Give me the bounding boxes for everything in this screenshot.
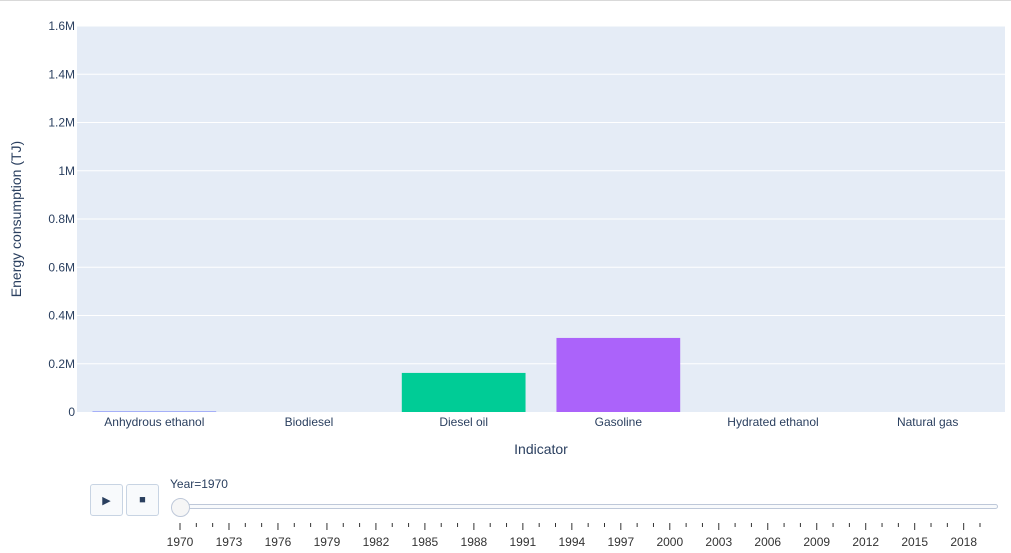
y-tick-label: 1.6M <box>48 19 75 33</box>
y-tick-label: 1M <box>58 164 75 178</box>
slider-ticks: 1970 1973 1976 1979 1982 1985 1988 1991 1994 1997… <box>167 523 981 549</box>
x-tick-label: Diesel oil <box>439 415 488 429</box>
x-tick-label: Gasoline <box>595 415 643 429</box>
stop-icon: ■ <box>139 494 146 506</box>
y-tick-label: 0.4M <box>48 309 75 323</box>
slider-tick-label[interactable]: 1970 <box>167 535 194 549</box>
play-button[interactable]: ▶ <box>90 484 123 516</box>
y-axis-ticks: 0 0.2M 0.4M 0.6M 0.8M 1M 1.2M 1.4M 1.6M <box>48 19 75 419</box>
x-axis-ticks: Anhydrous ethanol Biodiesel Diesel oil Gaso… <box>104 415 958 429</box>
slider-tick-label[interactable]: 1991 <box>510 535 537 549</box>
slider-tick-label[interactable]: 2000 <box>656 535 683 549</box>
bar[interactable] <box>401 372 526 412</box>
bars <box>92 337 681 412</box>
slider-tick-label[interactable]: 2006 <box>754 535 781 549</box>
year-slider-rail[interactable] <box>178 504 998 509</box>
y-tick-label: 0.2M <box>48 357 75 371</box>
play-icon: ▶ <box>102 494 111 507</box>
slider-tick-label[interactable]: 1994 <box>558 535 585 549</box>
slider-tick-label[interactable]: 1973 <box>216 535 243 549</box>
x-tick-label: Biodiesel <box>285 415 334 429</box>
bar[interactable] <box>556 337 681 412</box>
slider-tick-label[interactable]: 1988 <box>461 535 488 549</box>
x-axis-title: Indicator <box>514 441 568 457</box>
slider-tick-label[interactable]: 1985 <box>412 535 439 549</box>
slider-tick-label[interactable]: 1976 <box>265 535 292 549</box>
slider-tick-label[interactable]: 1982 <box>363 535 390 549</box>
slider-current-value: Year=1970 <box>170 477 228 491</box>
slider-tick-label[interactable]: 2018 <box>950 535 977 549</box>
y-tick-label: 1.4M <box>48 67 75 81</box>
grid-lines <box>77 25 1005 365</box>
y-tick-label: 0.6M <box>48 260 75 274</box>
year-slider-handle[interactable] <box>170 498 190 517</box>
y-tick-label: 0.8M <box>48 212 75 226</box>
stop-button[interactable]: ■ <box>126 484 159 516</box>
x-tick-label: Hydrated ethanol <box>727 415 818 429</box>
y-tick-label: 0 <box>68 405 75 419</box>
top-border <box>0 0 1011 1</box>
slider-tick-label[interactable]: 2012 <box>852 535 879 549</box>
slider-tick-label[interactable]: 1979 <box>314 535 341 549</box>
x-tick-label: Anhydrous ethanol <box>104 415 204 429</box>
slider-tick-label[interactable]: 1997 <box>607 535 634 549</box>
y-axis-title: Energy consumption (TJ) <box>8 141 24 297</box>
slider-tick-label[interactable]: 2015 <box>901 535 928 549</box>
y-tick-label: 1.2M <box>48 116 75 130</box>
corner-mark: ⁀ <box>24 0 32 5</box>
slider-tick-label[interactable]: 2009 <box>803 535 830 549</box>
slider-tick-label[interactable]: 2003 <box>705 535 732 549</box>
x-tick-label: Natural gas <box>897 415 958 429</box>
